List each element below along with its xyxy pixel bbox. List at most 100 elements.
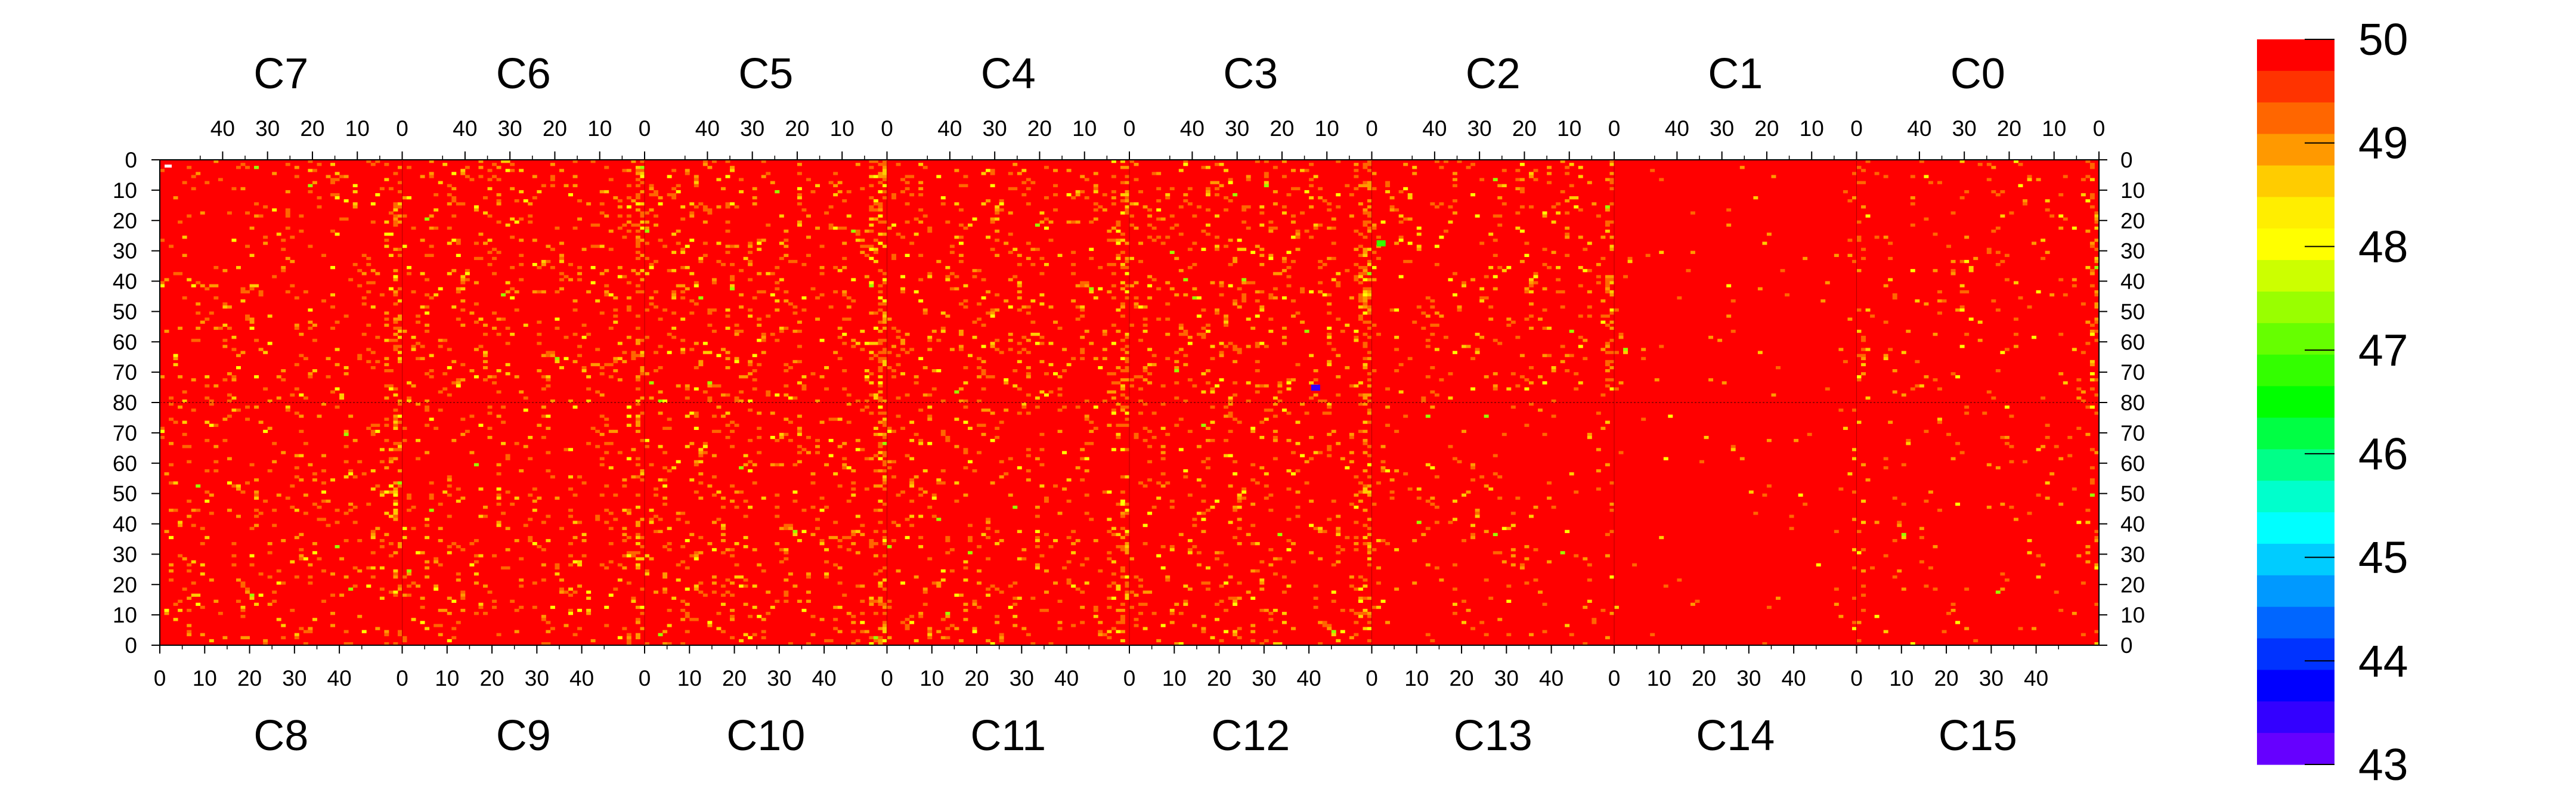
heatmap-cell: [792, 463, 797, 466]
heatmap-cell: [788, 366, 793, 369]
heatmap-cell: [582, 366, 587, 369]
heatmap-cell: [1852, 457, 1857, 460]
heatmap-cell: [609, 442, 614, 445]
heatmap-cell: [1327, 202, 1332, 205]
heatmap-cell: [883, 624, 887, 627]
heatmap-cell: [833, 351, 838, 354]
heatmap-cell: [1305, 230, 1309, 233]
heatmap-cell: [905, 187, 910, 190]
heatmap-cell: [694, 205, 699, 208]
heatmap-cell: [1111, 581, 1116, 584]
heatmap-cell: [716, 242, 721, 244]
heatmap-cell: [887, 318, 892, 321]
heatmap-cell: [1305, 481, 1309, 484]
heatmap-cell: [281, 624, 286, 627]
heatmap-cell: [847, 612, 852, 615]
heatmap-cell: [1731, 448, 1736, 451]
heatmap-cell: [1659, 251, 1664, 254]
heatmap-cell: [1120, 348, 1125, 351]
heatmap-cell: [959, 208, 964, 211]
heatmap-cell: [1080, 621, 1085, 624]
heatmap-cell: [604, 566, 609, 569]
heatmap-cell: [1058, 430, 1063, 433]
heatmap-cell: [662, 503, 667, 506]
heatmap-cell: [1767, 233, 1772, 236]
heatmap-cell: [2085, 405, 2090, 408]
heatmap-cell: [559, 278, 564, 281]
heatmap-cell: [380, 460, 385, 463]
heatmap-cell: [447, 639, 452, 642]
heatmap-cell: [1807, 433, 1812, 436]
heatmap-cell: [923, 308, 928, 311]
heatmap-cell: [1367, 548, 1372, 551]
heatmap-cell: [2085, 342, 2090, 345]
heatmap-cell: [995, 348, 999, 351]
heatmap-cell: [878, 391, 883, 394]
heatmap-cell: [1103, 348, 1107, 351]
heatmap-cell: [883, 436, 887, 439]
heatmap-cell: [2045, 436, 2050, 439]
heatmap-cell: [1296, 491, 1301, 494]
heatmap-cell: [1120, 181, 1125, 184]
heatmap-cell: [851, 533, 856, 536]
top-axis-tick-label: 40: [210, 116, 235, 141]
heatmap-cell: [694, 342, 699, 345]
heatmap-cell: [753, 481, 757, 484]
heatmap-cell: [869, 208, 874, 211]
heatmap-cell: [1008, 233, 1013, 236]
heatmap-cell: [555, 572, 559, 575]
heatmap-cell: [1511, 548, 1516, 551]
heatmap-cell: [1138, 260, 1143, 263]
heatmap-cell: [775, 600, 779, 603]
heatmap-cell: [1120, 491, 1125, 494]
heatmap-cell: [618, 342, 623, 345]
heatmap-cell: [936, 339, 941, 342]
heatmap-cell: [1327, 445, 1332, 448]
heatmap-cell: [954, 391, 959, 394]
heatmap-cell: [1583, 557, 1587, 560]
heatmap-cell: [1430, 202, 1435, 205]
heatmap-cell: [887, 366, 892, 369]
heatmap-cell: [636, 166, 640, 169]
heatmap-cell: [820, 618, 825, 621]
heatmap-cell: [1609, 575, 1614, 578]
heatmap-cell: [1569, 633, 1574, 636]
heatmap-cell: [245, 590, 250, 593]
heatmap-cell: [748, 506, 753, 509]
heatmap-cell: [375, 193, 380, 196]
heatmap-cell: [366, 503, 371, 506]
heatmap-cell: [532, 239, 537, 242]
heatmap-cell: [856, 233, 860, 236]
heatmap-cell: [1619, 381, 1624, 384]
heatmap-cell: [1363, 321, 1367, 324]
heatmap-cell: [1237, 597, 1242, 600]
heatmap-cell: [2090, 178, 2095, 181]
heatmap-cell: [829, 536, 834, 539]
heatmap-cell: [1286, 284, 1291, 287]
heatmap-cell: [1273, 436, 1278, 439]
heatmap-cell: [1058, 408, 1063, 411]
heatmap-cell: [1363, 305, 1367, 308]
heatmap-cell: [622, 275, 627, 278]
heatmap-cell: [2076, 378, 2081, 381]
heatmap-cell: [1543, 603, 1547, 606]
heatmap-cell: [999, 351, 1004, 354]
heatmap-cell: [1138, 603, 1143, 606]
heatmap-cell: [1470, 533, 1475, 536]
heatmap-cell: [1125, 257, 1129, 260]
heatmap-cell: [429, 215, 434, 218]
heatmap-cell: [865, 254, 869, 257]
heatmap-cell: [801, 609, 806, 612]
heatmap-cell: [712, 330, 717, 333]
heatmap-cell: [829, 305, 834, 308]
heatmap-cell: [1475, 348, 1480, 351]
heatmap-cell: [222, 345, 227, 348]
heatmap-cell: [1363, 536, 1367, 539]
heatmap-cell: [541, 405, 546, 408]
heatmap-cell: [1583, 606, 1587, 609]
heatmap-cell: [1354, 548, 1358, 551]
heatmap-cell: [1264, 384, 1269, 387]
heatmap-cell: [1453, 603, 1457, 606]
heatmap-cell: [1511, 554, 1516, 557]
heatmap-cell: [474, 281, 479, 284]
